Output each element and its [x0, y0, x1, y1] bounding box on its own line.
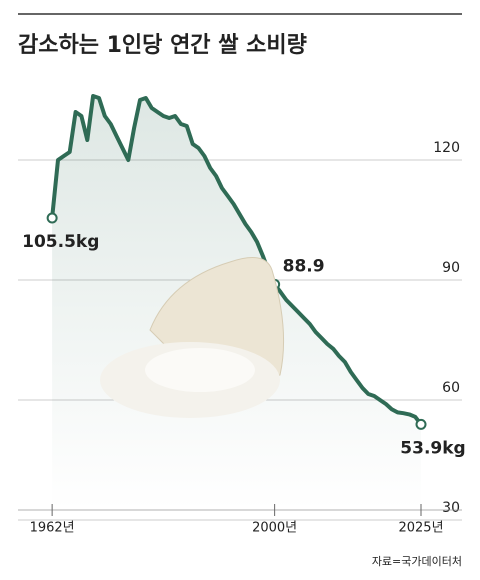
x-tick-label: 1962년 — [30, 521, 75, 536]
x-tick-label: 2000년 — [252, 521, 297, 536]
y-tick-label: 60 — [442, 380, 460, 396]
y-tick-label: 90 — [442, 260, 460, 276]
value-label: 88.9 — [283, 256, 325, 276]
y-tick-label: 120 — [433, 140, 460, 156]
rice-bag-illustration — [100, 257, 285, 418]
y-tick-label: 30 — [442, 500, 460, 516]
line — [50, 94, 423, 426]
value-label: 53.9kg — [400, 438, 465, 458]
source-note: 자료=국가데이터처 — [372, 555, 462, 568]
x-tick-label: 2025년 — [398, 521, 443, 536]
value-label: 105.5kg — [22, 232, 99, 252]
point-marker — [46, 212, 58, 224]
chart-title: 감소하는 1인당 연간 쌀 소비량 — [18, 33, 307, 58]
point-marker — [415, 418, 427, 430]
